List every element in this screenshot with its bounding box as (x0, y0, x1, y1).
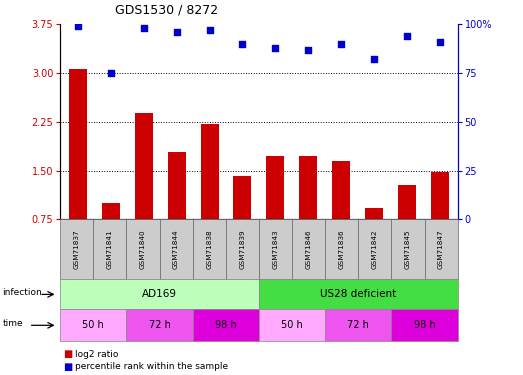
Text: GSM71839: GSM71839 (240, 230, 245, 269)
Text: GSM71841: GSM71841 (107, 230, 113, 269)
Bar (233, 176, 252, 219)
Text: infection: infection (3, 288, 42, 297)
Text: US28 deficient: US28 deficient (320, 290, 396, 299)
Bar (332, 161, 350, 219)
Text: GSM71838: GSM71838 (206, 230, 212, 269)
Text: 98 h: 98 h (414, 320, 435, 330)
Point (435, 39, 444, 45)
Bar (102, 203, 120, 219)
Text: AD169: AD169 (142, 290, 177, 299)
Bar (168, 152, 186, 219)
Text: GSM71847: GSM71847 (438, 230, 444, 269)
Point (238, 41, 247, 47)
Point (304, 47, 312, 53)
Bar (69, 69, 87, 219)
Bar (135, 113, 153, 219)
Text: 72 h: 72 h (347, 320, 369, 330)
Point (173, 29, 181, 35)
Text: time: time (3, 319, 23, 328)
Point (107, 70, 115, 76)
Text: percentile rank within the sample: percentile rank within the sample (75, 362, 228, 371)
Text: GSM71845: GSM71845 (405, 230, 411, 269)
Text: 98 h: 98 h (215, 320, 236, 330)
Point (403, 33, 411, 39)
Text: 72 h: 72 h (149, 320, 170, 330)
Point (370, 57, 378, 63)
Bar (299, 156, 317, 219)
Bar (397, 185, 416, 219)
Point (206, 27, 214, 33)
Text: GDS1530 / 8272: GDS1530 / 8272 (115, 4, 218, 17)
Text: ■: ■ (63, 350, 72, 359)
Text: 50 h: 50 h (281, 320, 303, 330)
Bar (365, 209, 383, 219)
Point (271, 45, 279, 51)
Text: GSM71837: GSM71837 (74, 230, 79, 269)
Bar (201, 124, 219, 219)
Text: 50 h: 50 h (83, 320, 104, 330)
Text: GSM71836: GSM71836 (339, 230, 345, 269)
Text: GSM71844: GSM71844 (173, 230, 179, 269)
Text: log2 ratio: log2 ratio (75, 350, 118, 359)
Text: GSM71846: GSM71846 (305, 230, 312, 269)
Bar (266, 156, 285, 219)
Text: GSM71843: GSM71843 (272, 230, 278, 269)
Bar (430, 172, 449, 219)
Text: GSM71842: GSM71842 (372, 230, 378, 269)
Point (140, 25, 148, 31)
Point (337, 41, 345, 47)
Text: GSM71840: GSM71840 (140, 230, 146, 269)
Text: ■: ■ (63, 362, 72, 372)
Point (74, 23, 83, 29)
